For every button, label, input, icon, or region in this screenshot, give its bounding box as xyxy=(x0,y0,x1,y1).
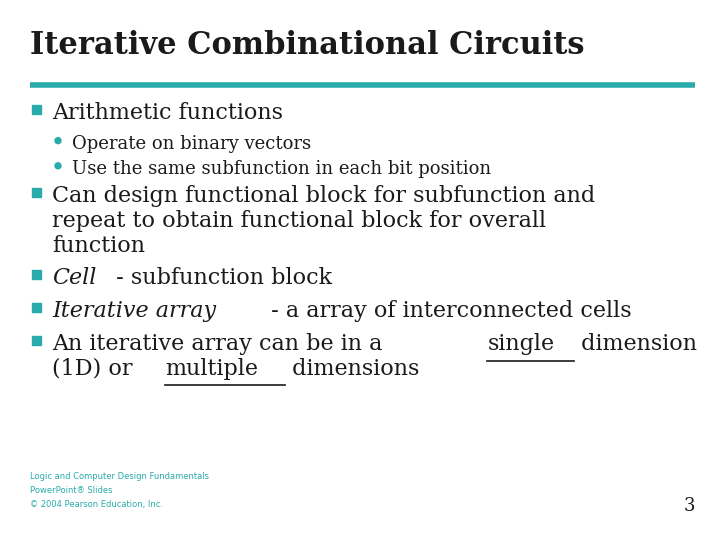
Text: repeat to obtain functional block for overall: repeat to obtain functional block for ov… xyxy=(52,210,546,232)
Text: Iterative Combinational Circuits: Iterative Combinational Circuits xyxy=(30,30,585,61)
Text: dimension: dimension xyxy=(574,333,697,355)
Bar xyxy=(32,270,40,279)
Text: - a array of interconnected cells: - a array of interconnected cells xyxy=(264,300,631,322)
Text: dimensions: dimensions xyxy=(285,358,420,380)
Text: Can design functional block for subfunction and: Can design functional block for subfunct… xyxy=(52,185,595,207)
Bar xyxy=(32,303,40,312)
Text: © 2004 Pearson Education, Inc.: © 2004 Pearson Education, Inc. xyxy=(30,500,163,509)
Text: multiple: multiple xyxy=(165,358,258,380)
Text: PowerPoint® Slides: PowerPoint® Slides xyxy=(30,486,112,495)
Bar xyxy=(32,188,40,197)
Text: Logic and Computer Design Fundamentals: Logic and Computer Design Fundamentals xyxy=(30,472,209,481)
Circle shape xyxy=(55,163,61,169)
Bar xyxy=(32,105,40,114)
Text: (1D) or: (1D) or xyxy=(52,358,140,380)
Text: 3: 3 xyxy=(683,497,695,515)
Text: - subfunction block: - subfunction block xyxy=(109,267,333,289)
Text: Operate on binary vectors: Operate on binary vectors xyxy=(72,135,311,153)
Text: single: single xyxy=(487,333,554,355)
Circle shape xyxy=(55,138,61,144)
Text: function: function xyxy=(52,235,145,256)
Text: Arithmetic functions: Arithmetic functions xyxy=(52,102,283,124)
Text: An iterative array can be in a: An iterative array can be in a xyxy=(52,333,390,355)
Bar xyxy=(32,336,40,345)
Text: Iterative array: Iterative array xyxy=(52,300,216,322)
Text: Cell: Cell xyxy=(52,267,96,289)
Text: Use the same subfunction in each bit position: Use the same subfunction in each bit pos… xyxy=(72,160,491,178)
